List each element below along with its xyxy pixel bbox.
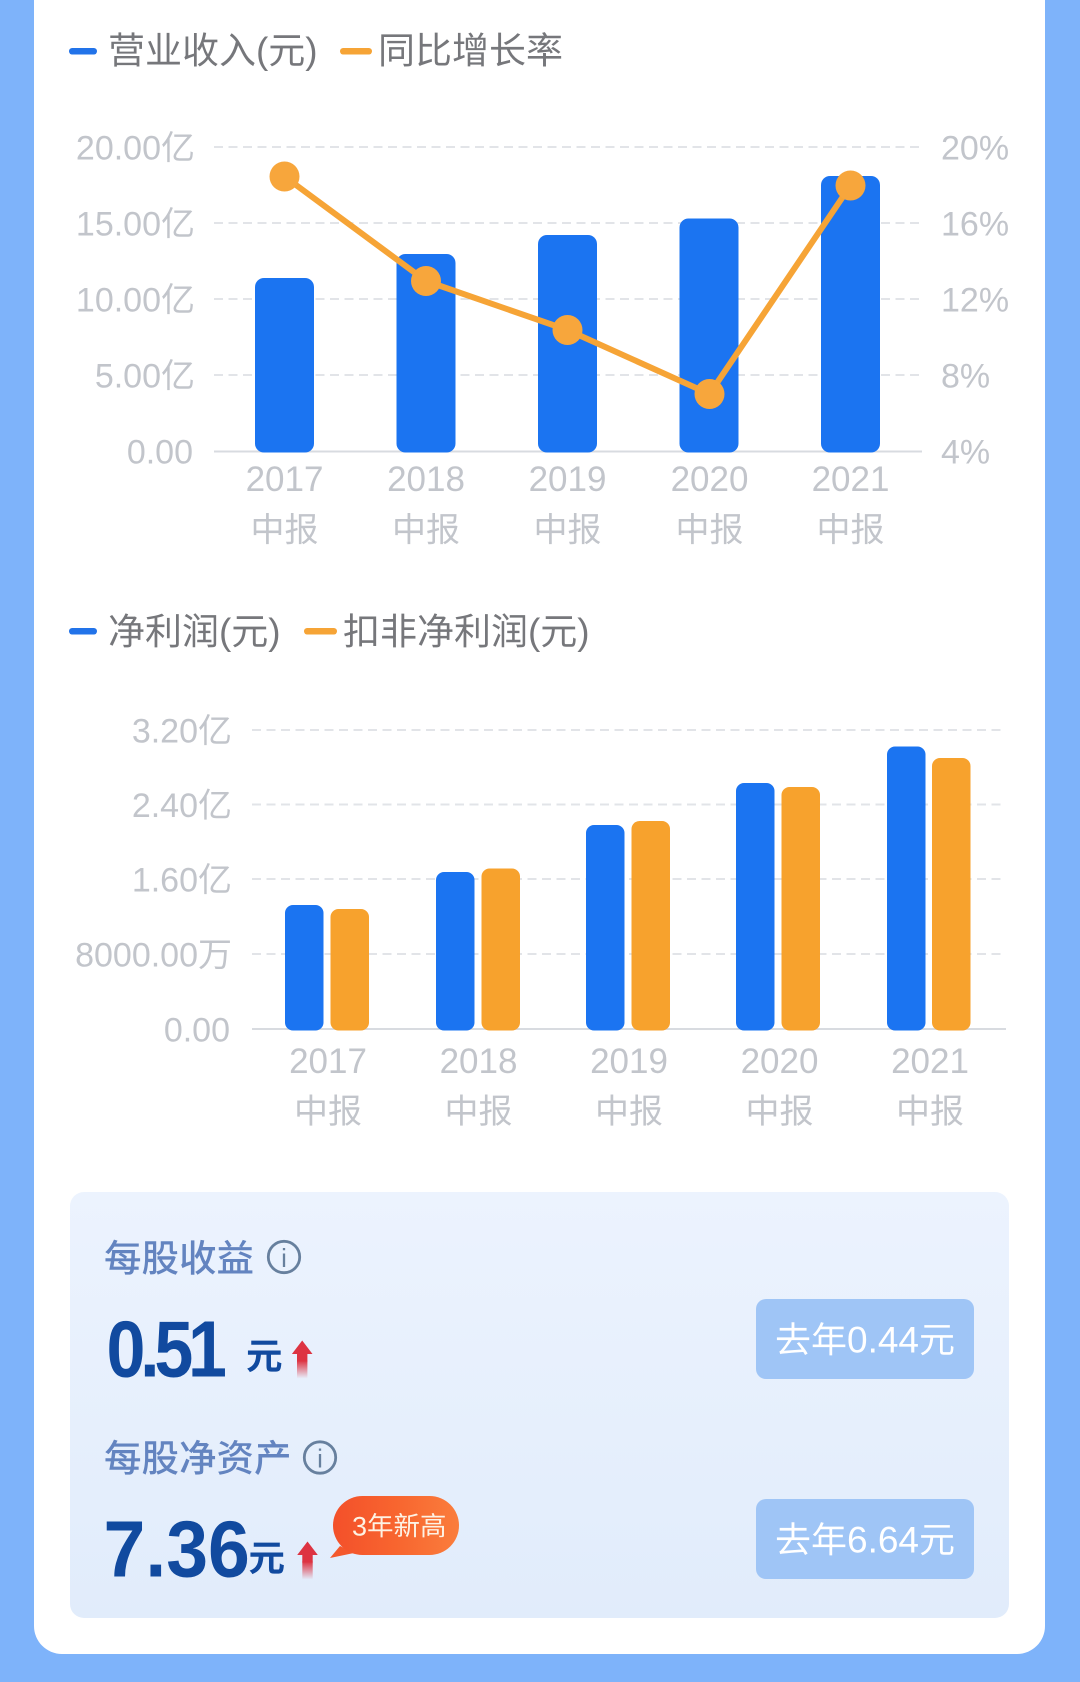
svg-text:0.00: 0.00 [127, 434, 193, 472]
svg-text:2020: 2020 [671, 460, 749, 499]
svg-text:2019: 2019 [529, 460, 607, 499]
svg-text:7.36: 7.36 [104, 1505, 250, 1594]
svg-text:): ) [305, 31, 317, 72]
svg-text:4%: 4% [941, 434, 990, 472]
svg-text:2017: 2017 [246, 460, 324, 499]
svg-text:1.60: 1.60 [132, 862, 198, 900]
svg-text:2021: 2021 [891, 1042, 969, 1081]
svg-text:i: i [281, 1243, 287, 1273]
svg-text:0.00: 0.00 [164, 1012, 230, 1050]
svg-text:2.40: 2.40 [132, 787, 198, 825]
svg-text:3: 3 [352, 1511, 367, 1541]
svg-text:12%: 12% [941, 282, 1009, 320]
svg-text:6.64: 6.64 [847, 1520, 919, 1561]
svg-text:8000.00: 8000.00 [75, 937, 198, 975]
svg-text:(: ( [256, 31, 269, 72]
svg-text:2018: 2018 [440, 1042, 518, 1081]
svg-text:8%: 8% [941, 358, 990, 396]
svg-text:(: ( [219, 612, 232, 653]
svg-text:20.00: 20.00 [76, 130, 161, 168]
svg-text:16%: 16% [941, 206, 1009, 244]
svg-text:0.51: 0.51 [107, 1304, 226, 1393]
svg-text:i: i [317, 1444, 323, 1474]
svg-text:2021: 2021 [812, 460, 890, 499]
svg-text:10.00: 10.00 [76, 282, 161, 320]
svg-text:20%: 20% [941, 130, 1009, 168]
svg-text:3.20: 3.20 [132, 713, 198, 751]
svg-text:2017: 2017 [289, 1042, 367, 1081]
svg-text:0.44: 0.44 [847, 1320, 919, 1361]
svg-text:2020: 2020 [741, 1042, 819, 1081]
svg-text:): ) [577, 612, 589, 653]
svg-text:2018: 2018 [387, 460, 465, 499]
svg-text:2019: 2019 [590, 1042, 668, 1081]
svg-text:15.00: 15.00 [76, 206, 161, 244]
svg-text:): ) [268, 612, 280, 653]
svg-text:(: ( [528, 612, 541, 653]
svg-text:5.00: 5.00 [95, 358, 161, 396]
